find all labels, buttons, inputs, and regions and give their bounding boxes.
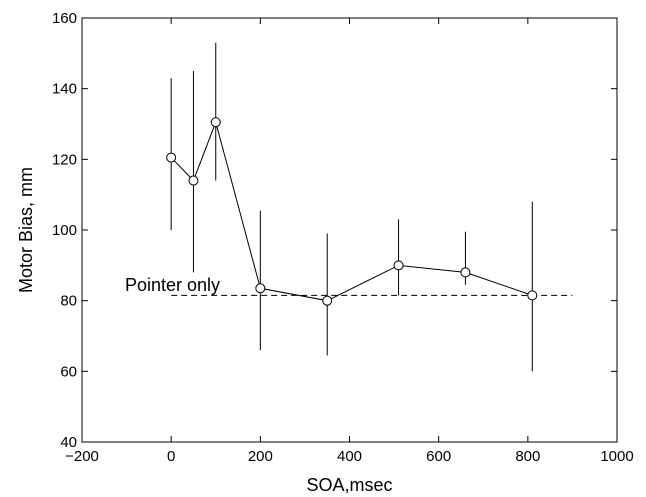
axis-ticks: −200 0 200 400 600 800 1000 40 60 80 100 120 140 160 xyxy=(52,10,634,465)
y-tick-label: 160 xyxy=(52,10,77,27)
plot-frame xyxy=(81,17,618,443)
data-point xyxy=(166,152,177,163)
y-tick-label: 100 xyxy=(52,222,77,239)
data-point xyxy=(255,283,266,294)
x-tick-label: 600 xyxy=(426,448,451,465)
y-tick-label: 40 xyxy=(60,434,77,451)
x-tick-label: 0 xyxy=(167,448,175,465)
error-bars xyxy=(170,42,533,372)
data-point xyxy=(188,175,199,186)
x-tick-label: 200 xyxy=(248,448,273,465)
x-tick-label: −200 xyxy=(65,448,99,465)
y-tick-label: 140 xyxy=(52,81,77,98)
y-axis-title: Motor Bias, mm xyxy=(16,167,36,293)
x-tick-label: 1000 xyxy=(600,448,633,465)
y-tick-label: 120 xyxy=(52,151,77,168)
y-tick-label: 60 xyxy=(60,363,77,380)
y-tick-label: 80 xyxy=(60,293,77,310)
data-point xyxy=(322,295,333,306)
data-point xyxy=(210,117,221,128)
x-tick-label: 400 xyxy=(337,448,362,465)
data-point xyxy=(460,267,471,278)
x-tick-label: 800 xyxy=(515,448,540,465)
x-axis-title: SOA,msec xyxy=(306,475,392,495)
data-point xyxy=(527,290,538,301)
pointer-only-annotation: Pointer only xyxy=(125,275,220,295)
data-series xyxy=(166,117,538,306)
series-line xyxy=(170,120,533,302)
data-point xyxy=(393,260,404,271)
